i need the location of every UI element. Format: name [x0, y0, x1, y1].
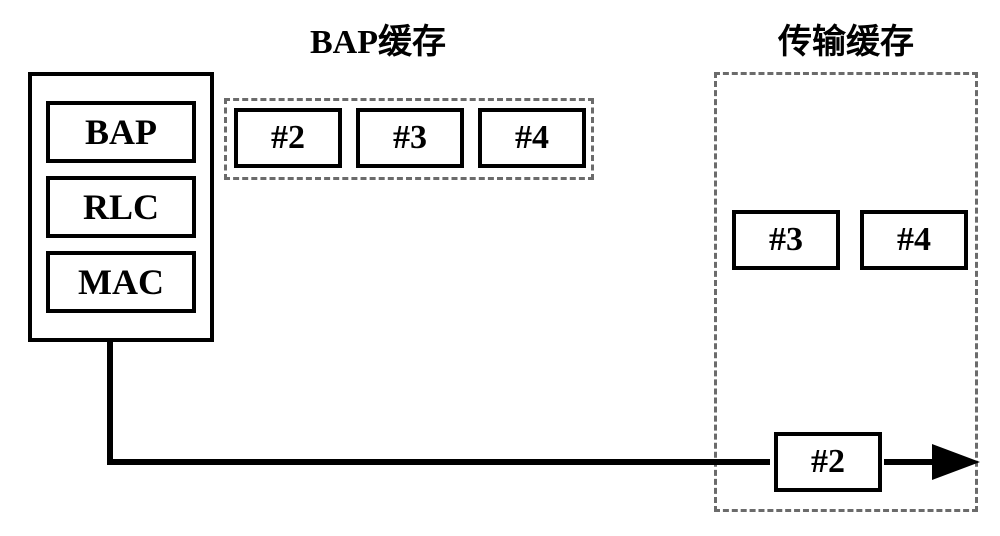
output-arrow	[0, 0, 1000, 536]
